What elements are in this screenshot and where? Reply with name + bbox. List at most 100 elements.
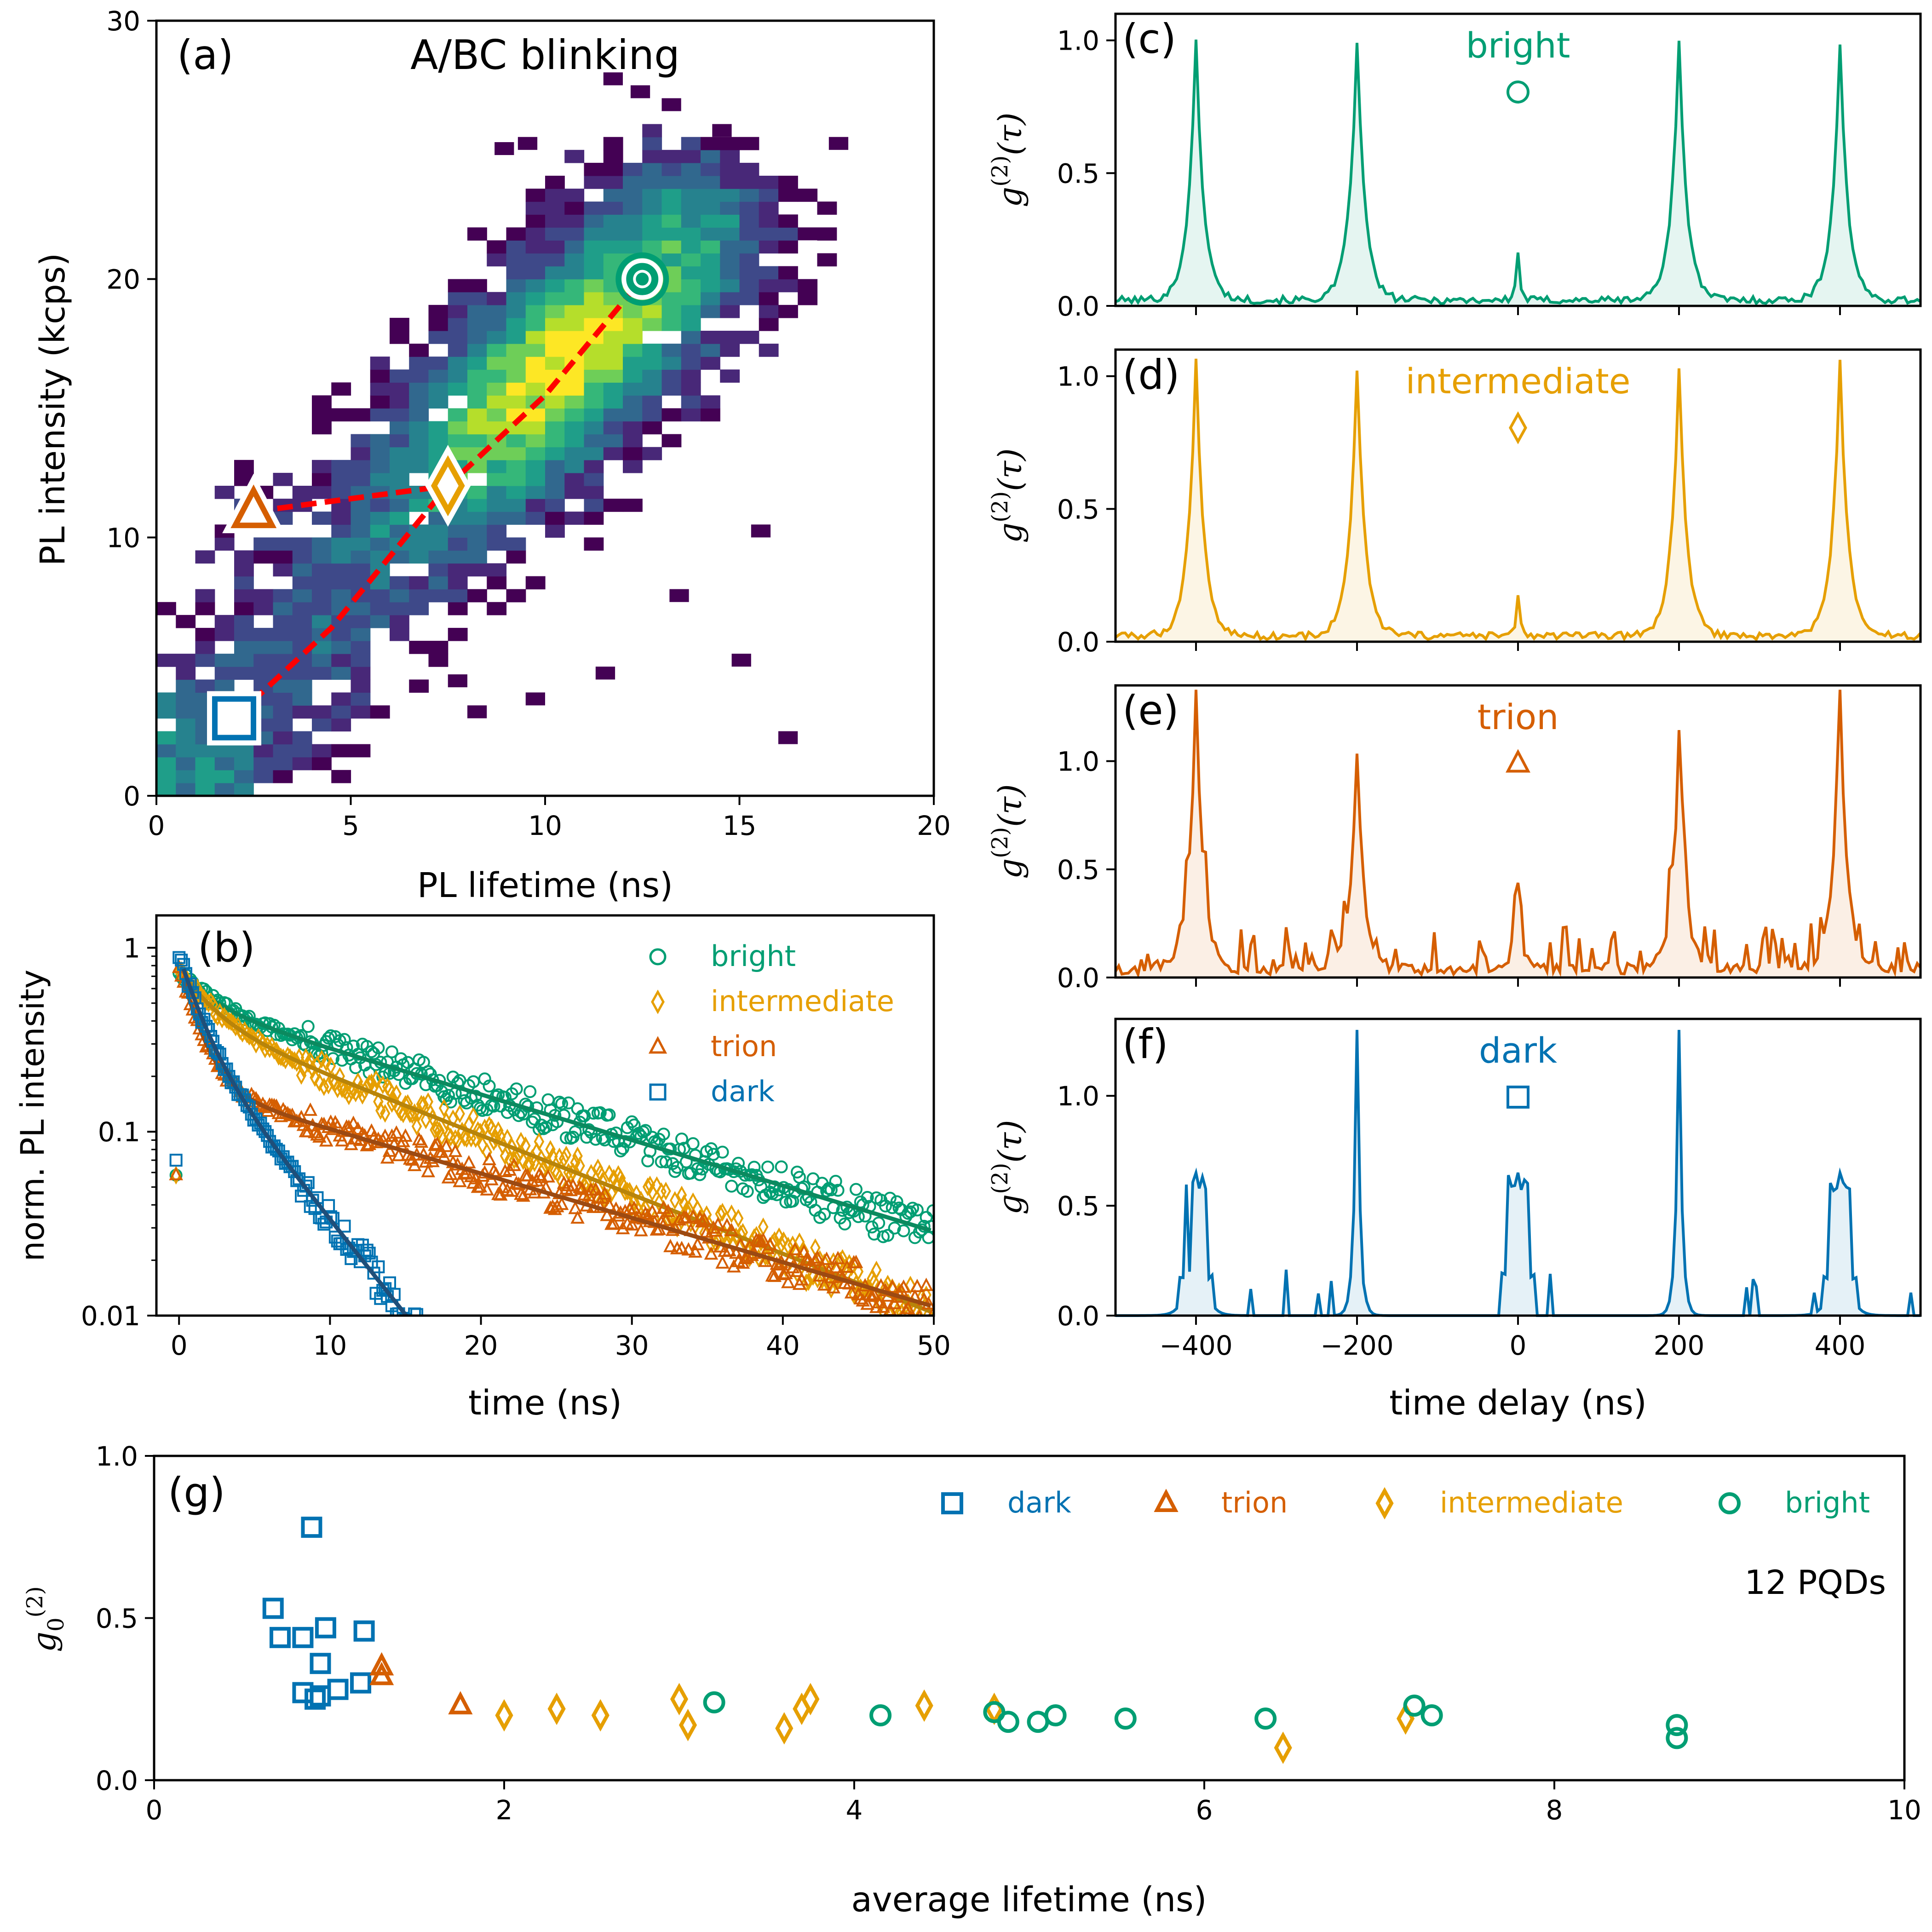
heatmap-cell: [234, 550, 254, 564]
heatmap-cell: [603, 240, 623, 254]
heatmap-cell: [681, 382, 701, 396]
decay-point-bright: [473, 1102, 487, 1115]
decay-point-trion-shape: [507, 1157, 522, 1171]
decay-point-intermediate-shape: [468, 1107, 479, 1126]
decay-point-bright-shape: [910, 1203, 924, 1217]
heatmap-cell: [525, 512, 546, 525]
state-marker-dark-shape: [212, 696, 256, 741]
heatmap-cell: [739, 240, 759, 254]
heatmap-cell: [292, 757, 312, 770]
heatmap-cell: [351, 641, 371, 654]
heatmap-cell: [681, 369, 701, 383]
heatmap-cell: [292, 744, 312, 758]
heatmap-cell: [623, 189, 643, 202]
g0-point-intermediate-shape: [495, 1699, 513, 1732]
heatmap-cell: [331, 667, 351, 680]
heatmap-cell: [525, 279, 546, 293]
decay-point-trion: [811, 1250, 825, 1264]
heatmap-cell: [584, 369, 604, 383]
g0-point-bright-shape: [1666, 1727, 1688, 1749]
decay-point-intermediate: [443, 1126, 454, 1145]
heatmap-cell: [661, 408, 682, 422]
legend-g-label-dark: dark: [1007, 1486, 1071, 1519]
heatmap-cell: [506, 486, 526, 499]
decay-point-trion-shape: [634, 1223, 648, 1236]
decay-point-trion: [360, 1138, 374, 1151]
decay-point-trion: [776, 1266, 791, 1280]
decay-point-bright-shape: [883, 1191, 897, 1205]
decay-point-trion: [674, 1241, 689, 1254]
decay-point-intermediate-shape: [853, 1262, 864, 1281]
heatmap-cell: [428, 331, 448, 344]
heatmap-cell: [390, 627, 409, 641]
decay-point-trion-shape: [695, 1214, 709, 1228]
heatmap-cell: [661, 253, 682, 267]
g0-point-bright: [1254, 1708, 1277, 1730]
decay-point-trion: [507, 1157, 522, 1171]
heatmap-cell: [739, 162, 759, 176]
heatmap-cell: [720, 137, 740, 150]
heatmap-cell: [525, 499, 546, 512]
decay-point-trion-shape: [303, 1102, 318, 1116]
heatmap-cell: [603, 253, 623, 267]
decay-point-bright: [539, 1121, 552, 1134]
decay-point-bright-shape: [458, 1094, 471, 1107]
heatmap-cell: [487, 524, 507, 538]
heatmap-cell: [487, 292, 507, 305]
heatmap-cell: [564, 189, 585, 202]
decay-point-trion: [819, 1251, 834, 1265]
decay-point-intermediate: [454, 1104, 465, 1123]
heatmap-cell: [448, 279, 468, 293]
decay-point-intermediate-shape: [411, 1117, 422, 1136]
decay-point-intermediate: [656, 1182, 667, 1201]
heatmap-cell: [681, 227, 701, 241]
g0-point-intermediate-shape: [801, 1683, 820, 1715]
decay-point-bright-shape: [657, 1127, 670, 1141]
decay-point-intermediate-shape: [778, 1231, 789, 1250]
heatmap-cell: [448, 602, 468, 615]
decay-point-intermediate-shape: [516, 1132, 526, 1151]
heatmap-cell: [292, 679, 312, 693]
decay-point-bright: [865, 1220, 879, 1234]
decay-point-bright-shape: [659, 1155, 673, 1168]
panel-a-ytick-label: 10: [106, 522, 140, 553]
heatmap-cell: [448, 408, 468, 422]
decay-point-trion-shape: [794, 1272, 809, 1286]
decay-point-intermediate-shape: [511, 1149, 522, 1168]
decay-point-bright: [872, 1216, 886, 1230]
panel-g-ytick-label: 0.0: [96, 1765, 138, 1796]
g0-point-bright-shape: [869, 1704, 892, 1726]
g0-point-bright-shape: [1114, 1708, 1137, 1730]
heatmap-cell: [370, 589, 390, 603]
heatmap-cell: [661, 227, 682, 241]
decay-point-intermediate-shape: [726, 1204, 737, 1224]
decay-point-bright: [659, 1155, 673, 1168]
g0-point-intermediate: [1274, 1731, 1292, 1764]
decay-point-trion-shape: [708, 1223, 723, 1237]
decay-point-intermediate-shape: [656, 1182, 667, 1201]
heatmap-cell: [525, 331, 546, 344]
heatmap-cell: [525, 472, 546, 486]
decay-point-trion-shape: [335, 1133, 349, 1147]
decay-point-intermediate-shape: [642, 1177, 653, 1196]
heatmap-cell: [545, 512, 565, 525]
decay-point-bright: [684, 1167, 697, 1180]
heatmap-cell: [506, 537, 526, 551]
decay-point-intermediate-shape: [783, 1236, 794, 1256]
heatmap-cell: [467, 356, 487, 370]
decay-point-intermediate: [296, 1066, 307, 1085]
heatmap-cell: [669, 589, 689, 602]
heatmap-cell: [681, 266, 701, 280]
heatmap-cell: [506, 240, 526, 254]
decay-point-trion-shape: [756, 1232, 770, 1246]
heatmap-cell: [370, 705, 390, 719]
heatmap-cell: [584, 434, 604, 448]
heatmap-cell: [409, 589, 429, 603]
heatmap-cell: [487, 537, 507, 551]
decay-point-intermediate-shape: [774, 1227, 784, 1246]
decay-point-dark: [229, 1081, 242, 1094]
decay-point-trion: [688, 1244, 702, 1258]
decay-point-dark: [288, 1165, 301, 1179]
decay-point-trion-shape: [600, 1208, 614, 1221]
